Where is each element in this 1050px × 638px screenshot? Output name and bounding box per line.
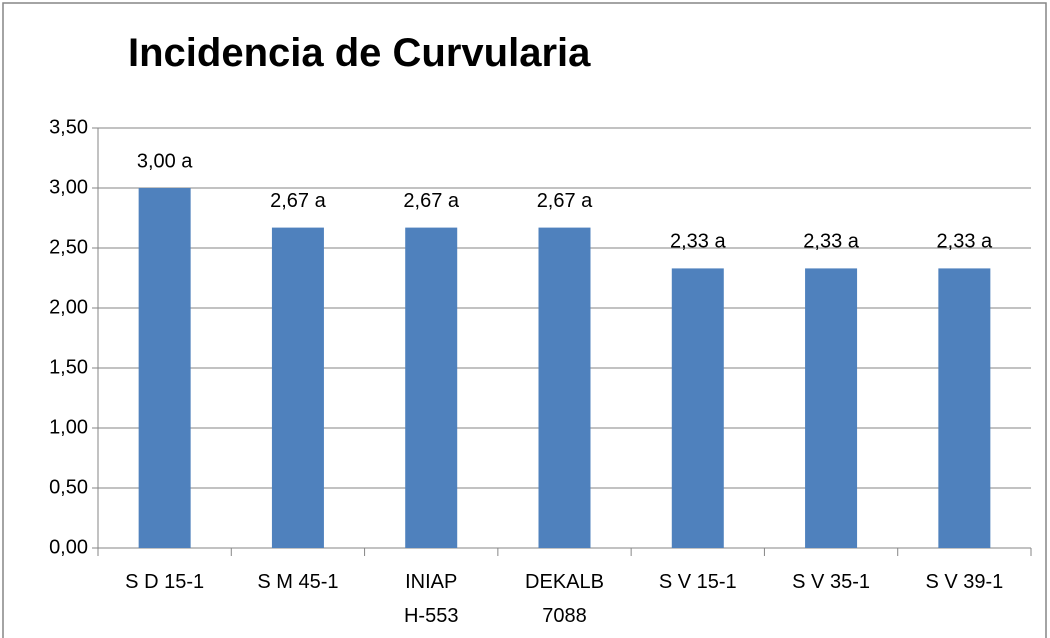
y-tick-label: 0,00 xyxy=(49,536,88,558)
bar xyxy=(405,227,458,548)
x-tick-label: S V 15-1 xyxy=(659,571,737,593)
y-tick-label: 3,50 xyxy=(49,116,88,138)
data-label: 2,33 a xyxy=(803,231,859,253)
y-tick-label: 0,50 xyxy=(49,476,88,498)
x-tick-label-line: 7088 xyxy=(542,605,587,627)
x-tick-label: DEKALB 7088 xyxy=(525,571,604,627)
bar xyxy=(938,268,991,548)
x-tick-label: S V 39-1 xyxy=(925,571,1003,593)
x-tick-label: S V 35-1 xyxy=(792,571,870,593)
x-tick-label: INIAP H-553 xyxy=(404,571,458,627)
bar xyxy=(805,268,858,548)
x-tick-label-line: H-553 xyxy=(404,605,458,627)
x-tick-label-line: S D 15-1 xyxy=(125,571,204,593)
data-label: 2,67 a xyxy=(537,190,593,212)
chart-title: Incidencia de Curvularia xyxy=(128,31,591,75)
data-label: 2,33 a xyxy=(670,231,726,253)
x-tick-label-line: S V 35-1 xyxy=(792,571,870,593)
bar xyxy=(138,188,191,548)
y-tick-label: 1,50 xyxy=(49,356,88,378)
data-label: 2,67 a xyxy=(403,190,459,212)
y-tick-label: 3,00 xyxy=(49,176,88,198)
data-label: 2,33 a xyxy=(937,231,993,253)
y-tick-label: 1,00 xyxy=(49,416,88,438)
x-tick-label-line: DEKALB xyxy=(525,571,604,593)
x-tick-label-line: INIAP xyxy=(405,571,457,593)
data-label: 3,00 a xyxy=(137,150,193,172)
bar xyxy=(538,227,591,548)
x-tick-label-line: S V 39-1 xyxy=(925,571,1003,593)
bar xyxy=(671,268,724,548)
y-tick-label: 2,50 xyxy=(49,236,88,258)
x-tick-label: S M 45-1 xyxy=(257,571,338,593)
x-tick-label-line: S M 45-1 xyxy=(257,571,338,593)
x-tick-label-line: S V 15-1 xyxy=(659,571,737,593)
bar xyxy=(271,227,324,548)
x-tick-label: S D 15-1 xyxy=(125,571,204,593)
data-label: 2,67 a xyxy=(270,190,326,212)
y-tick-label: 2,00 xyxy=(49,296,88,318)
